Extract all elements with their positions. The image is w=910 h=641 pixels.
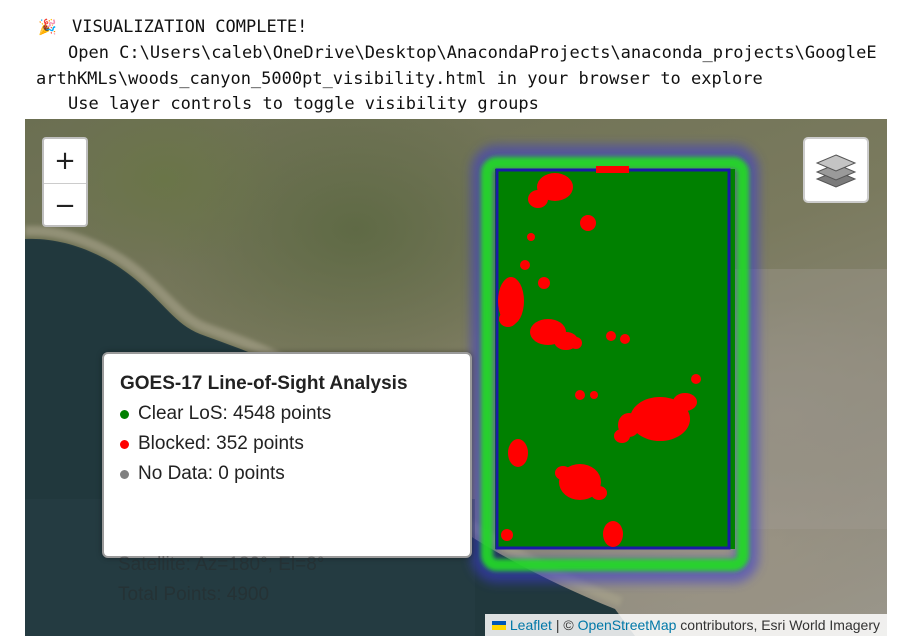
blocked-point [527, 233, 535, 241]
blocked-point [691, 374, 701, 384]
clear-los-area [495, 169, 735, 549]
blocked-cluster [603, 521, 623, 547]
clear-dot-icon [120, 409, 129, 419]
console-line-path-continued: arthKMLs\woods_canyon_5000pt_visibility.… [36, 69, 763, 89]
legend-label-nodata: No Data: 0 points [138, 463, 285, 484]
blocked-point [620, 334, 630, 344]
blocked-dot-icon [120, 439, 129, 449]
blocked-cluster [673, 393, 697, 411]
party-popper-icon: 🎉 [38, 18, 57, 36]
blocked-cluster [508, 439, 528, 467]
layers-icon [815, 154, 857, 188]
legend-title: GOES-17 Line-of-Sight Analysis [120, 373, 408, 394]
blocked-point [575, 390, 585, 400]
zoom-in-button[interactable]: + [54, 146, 76, 176]
blocked-point [520, 260, 530, 270]
blocked-cluster [630, 397, 690, 441]
blocked-points [498, 166, 701, 547]
legend-label-clear: Clear LoS: 4548 points [138, 403, 332, 424]
openstreetmap-link[interactable]: OpenStreetMap [577, 617, 677, 633]
blocked-point [590, 391, 598, 399]
attribution-separator: | © [551, 617, 578, 633]
legend-total-points: Total Points: 4900 [118, 584, 270, 605]
blocked-point [570, 337, 582, 349]
blocked-cluster [596, 166, 629, 173]
zoom-control: + − [42, 137, 88, 227]
console-line-instructions: Use layer controls to toggle visibility … [68, 94, 539, 114]
legend-satellite-info: Satellite: Az=180°, El=8° [118, 554, 325, 575]
legend-item-blocked: Blocked: 352 points [120, 433, 304, 455]
blocked-cluster [499, 311, 517, 327]
legend-panel: GOES-17 Line-of-Sight Analysis Clear LoS… [102, 352, 472, 558]
blocked-point [501, 529, 513, 541]
map-view[interactable]: + − GOES-17 Line-of-Sight Analysis Clear… [25, 119, 887, 636]
attribution-text: contributors, Esri World Imagery [676, 617, 880, 633]
map-attribution: Leaflet | © OpenStreetMap contributors, … [484, 614, 887, 636]
console-line-complete: 🎉 VISUALIZATION COMPLETE! [38, 17, 308, 37]
ukraine-flag-icon [491, 620, 506, 630]
blocked-cluster [528, 190, 548, 208]
layers-control-button[interactable] [803, 137, 869, 203]
blocked-point [606, 331, 616, 341]
nodata-dot-icon [120, 469, 129, 479]
legend-item-clear: Clear LoS: 4548 points [120, 403, 331, 425]
blocked-cluster [555, 466, 571, 480]
blocked-cluster [591, 486, 607, 500]
console-line-open-path: Open C:\Users\caleb\OneDrive\Desktop\Ana… [68, 43, 877, 63]
blocked-point [538, 277, 550, 289]
legend-label-blocked: Blocked: 352 points [138, 433, 304, 454]
console-output: 🎉 VISUALIZATION COMPLETE! Open C:\Users\c… [0, 0, 910, 118]
zoom-out-button[interactable]: − [44, 183, 86, 225]
legend-item-nodata: No Data: 0 points [120, 463, 285, 485]
blocked-cluster [580, 215, 596, 231]
blocked-cluster [614, 429, 630, 443]
leaflet-link[interactable]: Leaflet [509, 617, 552, 633]
glow-inner [481, 157, 749, 571]
